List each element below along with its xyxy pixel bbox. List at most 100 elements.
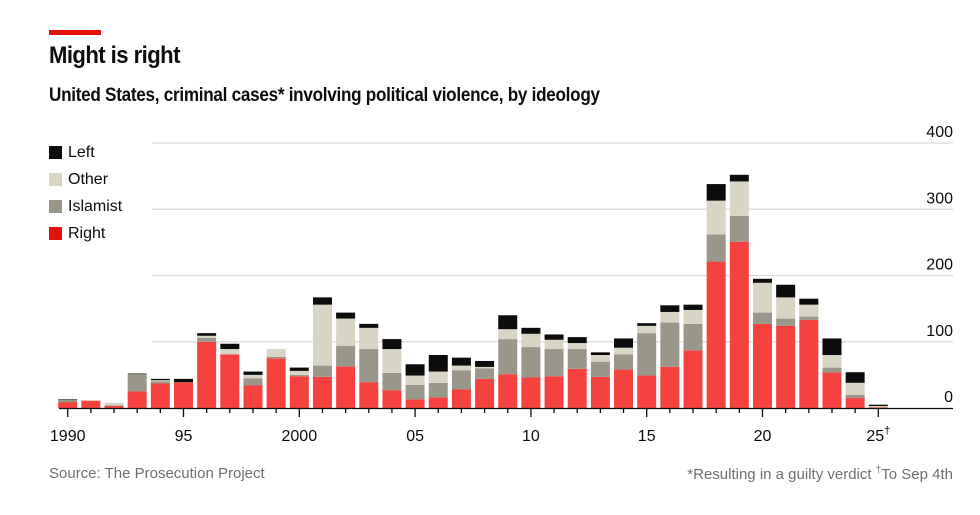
x-tick-label-2025: 25† [866, 425, 890, 445]
bar-left-1995 [174, 378, 193, 383]
legend-item-other: Other [49, 166, 122, 193]
y-tick-label-400: 400 [926, 124, 953, 141]
bar-right-2008 [475, 378, 495, 408]
bar-right-2015 [637, 375, 657, 408]
bar-left-2015 [637, 323, 657, 326]
x-tick-label-2015: 15 [638, 428, 656, 445]
bar-right-2000 [289, 376, 309, 408]
bar-right-1998 [243, 385, 263, 408]
bar-left-2013 [590, 352, 610, 355]
legend-swatch-left [49, 146, 62, 159]
bar-left-2020 [753, 278, 772, 283]
bar-left-2008 [475, 360, 495, 367]
bar-left-1997 [220, 343, 240, 350]
bar-right-2022 [799, 319, 819, 408]
bar-right-2010 [521, 377, 541, 408]
bar-right-2016 [660, 366, 680, 408]
bar-islamist-2024 [845, 394, 865, 399]
bar-right-1991 [81, 400, 101, 408]
bar-islamist-2018 [706, 234, 726, 262]
bar-other-2025 [868, 406, 888, 408]
bar-right-1995 [174, 382, 193, 408]
bar-islamist-1993 [127, 374, 147, 392]
bar-right-1992 [104, 406, 124, 408]
bar-islamist-2009 [498, 339, 518, 375]
x-tick-label-2005: 05 [406, 428, 424, 445]
bar-other-2006 [428, 371, 448, 383]
bar-right-2017 [683, 350, 703, 408]
legend-label-islamist: Islamist [68, 197, 123, 215]
bar-left-2011 [544, 334, 564, 340]
bar-left-2019 [729, 174, 749, 182]
bar-other-2024 [845, 382, 865, 395]
brand-accent-bar [49, 30, 101, 35]
bar-islamist-2016 [660, 322, 680, 367]
bar-right-2001 [312, 376, 332, 408]
bar-other-2012 [567, 343, 587, 350]
bar-right-2006 [428, 397, 448, 408]
bar-islamist-1999 [266, 356, 286, 359]
bar-right-1999 [266, 358, 286, 408]
bar-other-2014 [614, 347, 634, 355]
bar-other-2004 [382, 349, 402, 373]
chart-subtitle: United States, criminal cases* involving… [49, 85, 600, 106]
bar-islamist-2002 [336, 345, 356, 367]
footnote-date: To Sep 4th [881, 466, 953, 483]
bar-left-2023 [822, 338, 842, 355]
bar-other-2000 [289, 370, 309, 375]
bar-right-1996 [197, 341, 217, 408]
bar-other-1998 [243, 374, 263, 379]
bar-left-2000 [289, 367, 309, 371]
bar-other-1992 [104, 402, 124, 406]
bar-islamist-2022 [799, 316, 819, 320]
bar-right-1997 [220, 354, 240, 408]
bar-right-2024 [845, 398, 865, 408]
y-tick-label-100: 100 [926, 323, 953, 340]
x-tick-label-1990: 1990 [50, 428, 86, 445]
bar-islamist-1992 [104, 405, 124, 407]
footnote-guilty: *Resulting in a guilty verdict [687, 466, 876, 483]
footnote: *Resulting in a guilty verdict †To Sep 4… [687, 465, 953, 483]
bar-other-2007 [451, 365, 471, 371]
bar-left-2012 [567, 337, 587, 344]
legend-swatch-islamist [49, 200, 62, 213]
bar-islamist-1996 [197, 337, 217, 342]
bar-right-1993 [127, 391, 147, 408]
y-tick-label-0: 0 [944, 389, 953, 406]
bar-other-2016 [660, 311, 680, 323]
bar-left-2003 [359, 323, 379, 328]
bar-islamist-1994 [150, 381, 170, 384]
bar-islamist-2012 [567, 349, 587, 369]
bar-islamist-2001 [312, 365, 332, 377]
bar-islamist-2021 [776, 318, 796, 326]
bar-other-2018 [706, 200, 726, 235]
bar-left-2001 [312, 297, 332, 305]
bar-other-2005 [405, 375, 425, 385]
legend-item-islamist: Islamist [49, 193, 122, 220]
bar-left-2016 [660, 305, 680, 312]
legend-item-left: Left [49, 139, 122, 166]
x-tick-label-2000: 2000 [282, 428, 318, 445]
bar-right-2013 [590, 376, 610, 408]
legend-label-right: Right [68, 224, 106, 242]
bar-right-1994 [150, 383, 170, 408]
footnote-dagger: † [875, 465, 882, 476]
bar-right-2003 [359, 382, 379, 408]
bar-right-2020 [753, 323, 772, 408]
bar-islamist-2003 [359, 349, 379, 383]
bar-left-2017 [683, 304, 703, 310]
bar-right-2007 [451, 389, 471, 408]
bar-islamist-2019 [729, 215, 749, 242]
bar-right-2023 [822, 372, 842, 408]
bar-islamist-1990 [58, 400, 78, 403]
bar-islamist-2013 [590, 361, 610, 377]
x-tick-label-2010: 10 [522, 428, 540, 445]
legend-label-other: Other [68, 170, 109, 188]
bar-right-2025 [868, 407, 888, 408]
bar-left-2005 [405, 364, 425, 376]
bar-left-2007 [451, 357, 471, 366]
bar-right-2005 [405, 399, 425, 408]
bar-islamist-1998 [243, 378, 263, 386]
bar-left-1996 [197, 333, 217, 336]
bar-left-2021 [776, 284, 796, 298]
